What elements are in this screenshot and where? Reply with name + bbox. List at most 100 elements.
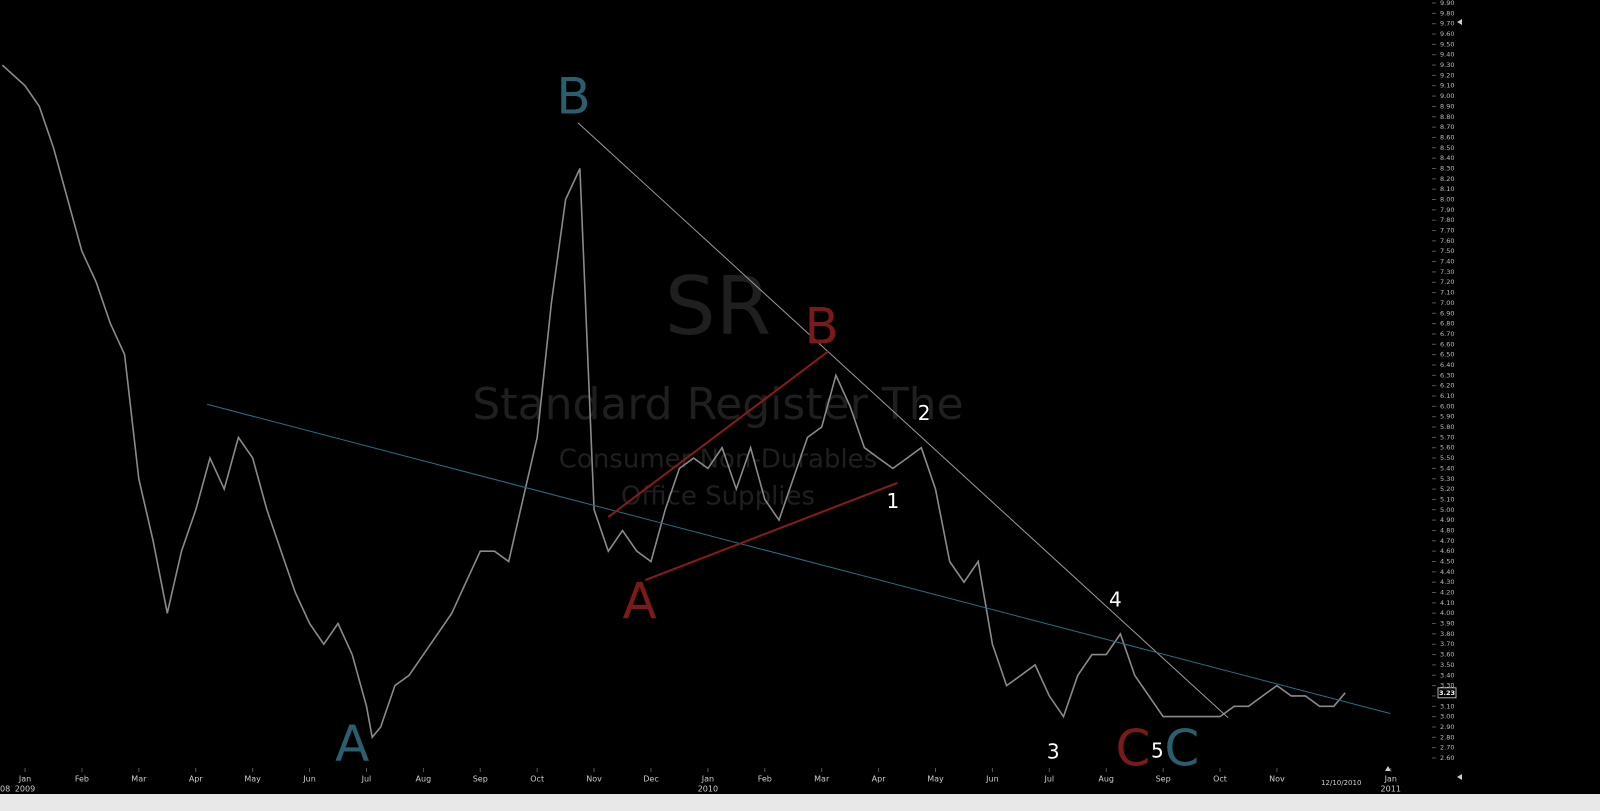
y-tick-label: 5.40 xyxy=(1440,464,1454,472)
y-tick-label: 8.10 xyxy=(1440,185,1454,193)
x-tick-label: Jan xyxy=(701,775,714,784)
y-tick-label: 5.10 xyxy=(1440,495,1454,503)
trendline xyxy=(607,350,829,518)
y-tick-label: 2.90 xyxy=(1440,723,1454,731)
plot: B A C A B C 1 2 3 4 5 xyxy=(1,64,1391,777)
scroll-marker xyxy=(1385,766,1391,771)
x-tick-label: May xyxy=(244,775,261,784)
y-tick-label: 5.70 xyxy=(1440,433,1454,441)
y-tick-label: 6.50 xyxy=(1440,351,1454,359)
y-tick-label: 3.70 xyxy=(1440,640,1454,648)
y-tick-label: 4.10 xyxy=(1440,599,1454,607)
x-tick-label: Sep xyxy=(473,775,488,784)
year-label: 08 xyxy=(0,785,10,794)
y-tick-label: 4.90 xyxy=(1440,516,1454,524)
y-tick-label: 6.30 xyxy=(1440,371,1454,379)
y-tick-label: 2.80 xyxy=(1440,733,1454,741)
wave-label: 2 xyxy=(918,401,931,425)
y-tick-label: 3.10 xyxy=(1440,702,1454,710)
watermark: SR Standard Register The Consumer Non-Dura… xyxy=(472,260,963,512)
y-tick-label: 8.00 xyxy=(1440,196,1454,204)
y-tick-label: 5.60 xyxy=(1440,444,1454,452)
y-tick-label: 2.60 xyxy=(1440,754,1454,762)
wave-label: 5 xyxy=(1151,738,1164,762)
y-tick-label: 8.60 xyxy=(1440,133,1454,141)
x-tick-label: Mar xyxy=(814,775,830,784)
y-tick-label: 7.60 xyxy=(1440,237,1454,245)
y-tick-label: 9.00 xyxy=(1440,92,1454,100)
y-tick-label: 9.60 xyxy=(1440,30,1454,38)
y-tick-label: 4.40 xyxy=(1440,568,1454,576)
y-tick-label: 7.10 xyxy=(1440,289,1454,297)
y-tick-label: 4.20 xyxy=(1440,589,1454,597)
y-tick-label: 6.10 xyxy=(1440,392,1454,400)
wave-label: 1 xyxy=(886,489,899,513)
x-tick-label: Aug xyxy=(416,775,432,784)
x-tick-label: Oct xyxy=(1213,775,1227,784)
last-price-label: 3.23 xyxy=(1439,689,1455,697)
y-tick-label: 8.80 xyxy=(1440,113,1454,121)
y-tick-label: 8.20 xyxy=(1440,175,1454,183)
x-tick-label: Aug xyxy=(1098,775,1114,784)
x-tick-label: Apr xyxy=(872,775,887,784)
y-tick-label: 5.50 xyxy=(1440,454,1454,462)
y-tick-label: 6.80 xyxy=(1440,320,1454,328)
axis-marker xyxy=(1457,19,1462,25)
year-label: 2010 xyxy=(698,785,718,794)
x-tick-label: Sep xyxy=(1156,775,1171,784)
x-tick-label: Nov xyxy=(586,775,602,784)
x-tick-label: Mar xyxy=(131,775,147,784)
wave-label: 3 xyxy=(1047,739,1060,763)
x-tick-label: Jul xyxy=(1043,775,1054,784)
y-tick-label: 4.50 xyxy=(1440,557,1454,565)
y-tick-label: 9.20 xyxy=(1440,71,1454,79)
y-tick-label: 3.00 xyxy=(1440,713,1454,721)
y-tick-label: 5.30 xyxy=(1440,475,1454,483)
trendline xyxy=(577,122,1229,719)
x-tick-label: Dec xyxy=(643,775,658,784)
y-tick-label: 9.90 xyxy=(1440,0,1454,7)
y-tick-label: 9.80 xyxy=(1440,9,1454,17)
y-tick-label: 6.00 xyxy=(1440,402,1454,410)
y-tick-label: 5.20 xyxy=(1440,485,1454,493)
y-tick-label: 9.40 xyxy=(1440,51,1454,59)
cursor-date: 12/10/2010 xyxy=(1321,779,1361,787)
y-tick-label: 4.30 xyxy=(1440,578,1454,586)
y-tick-label: 3.80 xyxy=(1440,630,1454,638)
x-tick-label: Jun xyxy=(302,775,316,784)
x-tick-label: Jul xyxy=(361,775,372,784)
x-tick-label: Feb xyxy=(758,775,772,784)
year-label: 2011 xyxy=(1381,785,1401,794)
y-tick-label: 6.70 xyxy=(1440,330,1454,338)
wave-label: C xyxy=(1164,719,1199,777)
y-tick-label: 6.60 xyxy=(1440,340,1454,348)
status-strip xyxy=(0,794,1600,811)
y-tick-label: 3.50 xyxy=(1440,661,1454,669)
x-tick-label: Jun xyxy=(985,775,999,784)
y-tick-label: 4.80 xyxy=(1440,526,1454,534)
y-tick-label: 6.20 xyxy=(1440,382,1454,390)
wave-label: B xyxy=(805,297,839,355)
last-price-box xyxy=(1437,687,1457,699)
y-tick-label: 7.30 xyxy=(1440,268,1454,276)
y-tick-label: 9.30 xyxy=(1440,61,1454,69)
watermark-text: Office Supplies xyxy=(621,482,815,512)
y-tick-label: 5.00 xyxy=(1440,506,1454,514)
x-tick-label: Jan xyxy=(18,775,31,784)
price-line xyxy=(1,64,1346,740)
x-tick-label: Jan xyxy=(1384,775,1397,784)
y-tick-label: 5.80 xyxy=(1440,423,1454,431)
watermark-text: Standard Register The xyxy=(472,379,963,430)
wave-label: C xyxy=(1115,719,1150,777)
x-tick-label: Oct xyxy=(530,775,544,784)
wave-label: A xyxy=(622,572,656,630)
y-tick-label: 6.40 xyxy=(1440,361,1454,369)
trendline xyxy=(207,403,1391,715)
x-tick-label: Nov xyxy=(1269,775,1285,784)
y-tick-label: 7.90 xyxy=(1440,206,1454,214)
y-tick-label: 8.40 xyxy=(1440,154,1454,162)
y-tick-label: 3.90 xyxy=(1440,620,1454,628)
y-tick-label: 7.00 xyxy=(1440,299,1454,307)
